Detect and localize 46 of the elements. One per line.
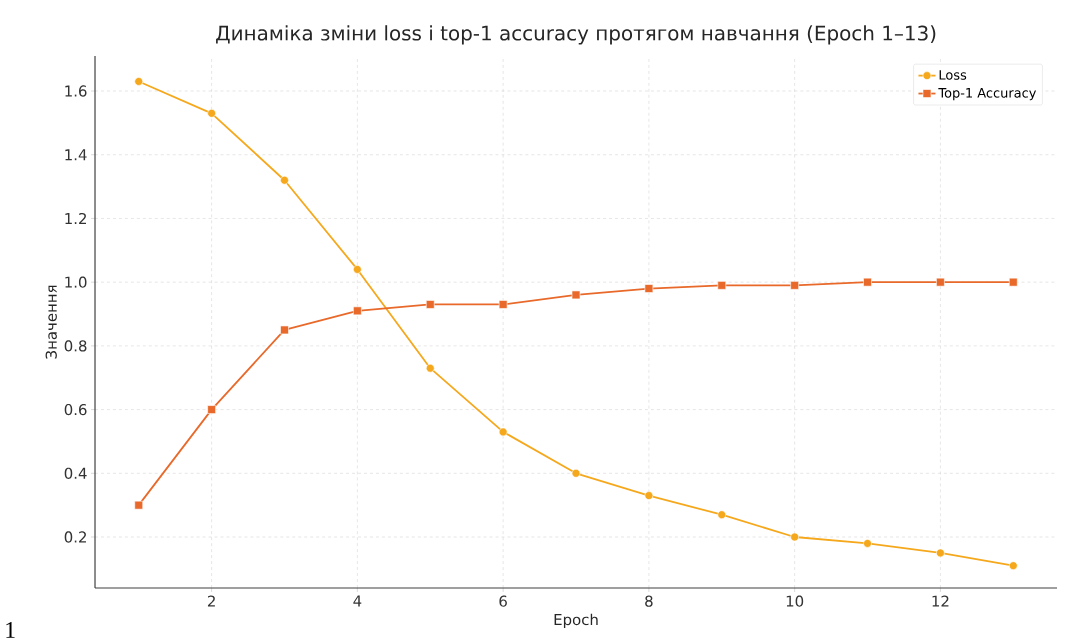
point	[134, 77, 144, 86]
point	[207, 109, 216, 118]
point	[936, 277, 945, 287]
point	[280, 325, 289, 335]
point	[571, 290, 581, 300]
y-tick-label: 1.2	[65, 212, 86, 224]
y-tick-label: 0.8	[64, 340, 87, 352]
point	[790, 281, 799, 290]
y-tick-label: 1.4	[65, 149, 87, 161]
point	[717, 281, 727, 290]
point	[353, 306, 362, 316]
x-tick-label: 6	[499, 595, 507, 607]
y-tick-label: 0.2	[64, 531, 86, 543]
point	[644, 284, 654, 293]
point	[353, 265, 362, 274]
chart-title: Динаміка зміни loss і top-1 accuracy протягом навчання (Epoch 1–13)	[216, 25, 936, 45]
point	[207, 405, 216, 414]
point	[425, 300, 435, 309]
point	[1008, 277, 1018, 287]
point	[571, 469, 581, 478]
point	[1008, 561, 1018, 570]
y-tick-label: 0.6	[64, 403, 87, 416]
legend-label: Loss	[939, 70, 967, 80]
point	[790, 532, 799, 542]
y-tick-label: 0.4	[64, 467, 87, 479]
point	[936, 548, 945, 558]
point	[644, 491, 654, 500]
point	[498, 300, 508, 309]
point	[863, 539, 872, 548]
point	[425, 363, 435, 373]
x-tick-label: 10	[786, 595, 804, 607]
legend-label: Top-1 Accuracy	[938, 88, 1037, 101]
point	[280, 175, 289, 185]
point	[863, 277, 872, 287]
x-tick-label: 8	[645, 595, 653, 607]
y-tick-label: 1.6	[65, 85, 87, 97]
point	[498, 427, 508, 437]
x-tick-label: 2	[207, 595, 215, 607]
point	[134, 500, 144, 510]
point	[717, 510, 727, 520]
x-tick-label: 4	[353, 595, 362, 607]
y-axis-title: Значення	[45, 285, 57, 359]
y-tick-label: 1.0	[65, 276, 87, 288]
x-tick-label: 12	[932, 595, 949, 607]
x-axis-title: Epoch	[554, 613, 598, 629]
text: 1	[6, 622, 15, 638]
